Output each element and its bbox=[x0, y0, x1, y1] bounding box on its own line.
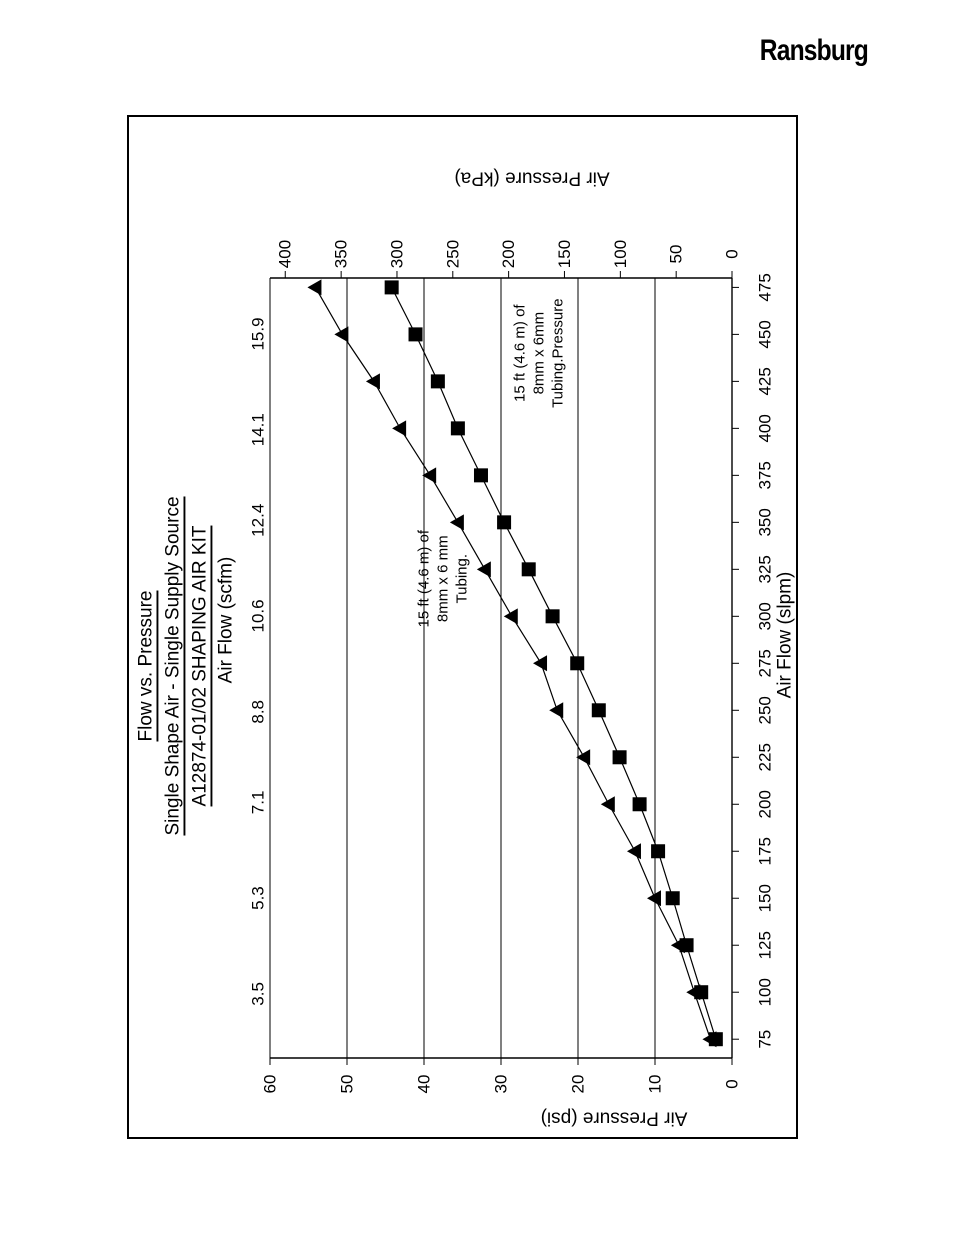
x2-tick-label: 8.8 bbox=[249, 700, 268, 724]
chart-labels: 0 10 20 30 40 50 60 0 50 100 150 200 250 300 350 400 75 1… bbox=[136, 168, 796, 1129]
x-axis-label: Air Flow (slpm) bbox=[775, 572, 796, 699]
y2-tick-label: 350 bbox=[332, 240, 351, 268]
square-point bbox=[665, 891, 680, 906]
x-tick-label: 100 bbox=[756, 978, 775, 1006]
triangle-point bbox=[449, 514, 464, 531]
square-point bbox=[570, 656, 585, 671]
x2-tick-label: 5.3 bbox=[249, 886, 268, 910]
triangle-point bbox=[476, 561, 491, 578]
square-point bbox=[545, 609, 560, 624]
annotation-text-1: Tubing. bbox=[454, 554, 471, 603]
square-point bbox=[497, 515, 512, 530]
triangle-point bbox=[533, 655, 548, 672]
y-tick-label: 40 bbox=[415, 1075, 434, 1094]
y2-tick-label: 300 bbox=[387, 240, 406, 268]
x-tick-label: 150 bbox=[756, 884, 775, 912]
x-tick-label: 350 bbox=[756, 508, 775, 536]
y-tick-label: 0 bbox=[723, 1079, 742, 1088]
x2-tick-label: 10.6 bbox=[249, 599, 268, 632]
annotation-text-2: 15 ft (4.6 m) of bbox=[512, 304, 529, 402]
triangle-point bbox=[392, 420, 407, 437]
y2-tick-label: 150 bbox=[555, 240, 574, 268]
x-tick-label: 325 bbox=[756, 555, 775, 583]
triangle-point bbox=[549, 702, 564, 719]
annotation-text-1: 8mm x 6 mm bbox=[435, 535, 452, 622]
x-tick-label: 425 bbox=[756, 367, 775, 395]
triangle-point bbox=[647, 890, 661, 907]
triangle-point bbox=[626, 843, 641, 860]
x-tick-label: 450 bbox=[756, 320, 775, 348]
y-tick-label: 50 bbox=[338, 1075, 357, 1094]
triangle-point bbox=[307, 279, 322, 296]
x-tick-label: 475 bbox=[756, 273, 775, 301]
square-point bbox=[591, 703, 606, 718]
square-point bbox=[632, 797, 647, 812]
x-tick-label: 250 bbox=[756, 696, 775, 724]
triangle-point bbox=[576, 749, 591, 766]
y2-tick-label: 200 bbox=[499, 240, 518, 268]
chart-title-line: A12874-01/02 SHAPING AIR KIT bbox=[190, 525, 211, 806]
y2-tick-label: 100 bbox=[611, 240, 630, 268]
triangle-point bbox=[600, 796, 615, 813]
y2-tick-label: 250 bbox=[443, 240, 462, 268]
square-point bbox=[708, 1032, 723, 1047]
x2-tick-label: 7.1 bbox=[249, 791, 268, 815]
x2-tick-label: 12.4 bbox=[249, 504, 268, 537]
square-point bbox=[679, 938, 694, 953]
triangle-point bbox=[503, 608, 518, 625]
plot-area bbox=[269, 271, 739, 1065]
x-tick-label: 375 bbox=[756, 461, 775, 489]
triangle-point bbox=[334, 326, 349, 343]
annotation-text-2: 8mm x 6mm bbox=[531, 312, 548, 395]
square-point bbox=[694, 985, 709, 1000]
x2-tick-label: 3.5 bbox=[249, 982, 268, 1006]
square-point bbox=[384, 280, 399, 295]
x2-tick-label: 14.1 bbox=[249, 413, 268, 446]
y2-tick-label: 0 bbox=[723, 249, 742, 258]
y-axis-label: Air Pressure (psi) bbox=[541, 1108, 688, 1129]
chart-frame bbox=[127, 115, 798, 1139]
chart-title-line: Flow vs. Pressure bbox=[136, 591, 157, 742]
square-point bbox=[521, 562, 536, 577]
x-tick-label: 200 bbox=[756, 790, 775, 818]
x-tick-label: 300 bbox=[756, 602, 775, 630]
y-tick-label: 10 bbox=[646, 1075, 665, 1094]
square-point bbox=[450, 421, 465, 436]
y-tick-label: 60 bbox=[261, 1075, 280, 1094]
y-tick-label: 30 bbox=[492, 1075, 511, 1094]
triangle-point bbox=[365, 373, 380, 390]
y2-tick-label: 400 bbox=[276, 240, 295, 268]
triangle-point bbox=[422, 467, 437, 484]
x-tick-label: 400 bbox=[756, 414, 775, 442]
x-tick-label: 175 bbox=[756, 837, 775, 865]
y2-axis-label: Air Pressure (kPa) bbox=[454, 168, 609, 189]
y-tick-label: 20 bbox=[569, 1075, 588, 1094]
x2-axis-label: Air Flow (scfm) bbox=[216, 557, 237, 684]
x2-tick-label: 15.9 bbox=[249, 317, 268, 350]
annotation-text-2: Tubing.Pressure bbox=[550, 298, 567, 408]
square-point bbox=[408, 327, 423, 342]
square-point bbox=[612, 750, 627, 765]
chart-title-line: Single Shape Air - Single Supply Source bbox=[163, 496, 184, 835]
x-tick-label: 275 bbox=[756, 649, 775, 677]
square-point bbox=[651, 844, 666, 859]
x-tick-label: 75 bbox=[756, 1030, 775, 1049]
square-point bbox=[430, 374, 445, 389]
y2-tick-label: 50 bbox=[667, 245, 686, 264]
square-point bbox=[473, 468, 488, 483]
brand-logo: Ransburg bbox=[759, 34, 869, 67]
x-tick-label: 125 bbox=[756, 931, 775, 959]
x-tick-label: 225 bbox=[756, 743, 775, 771]
annotation-text-1: 15 ft (4.6 m) of bbox=[416, 529, 433, 627]
